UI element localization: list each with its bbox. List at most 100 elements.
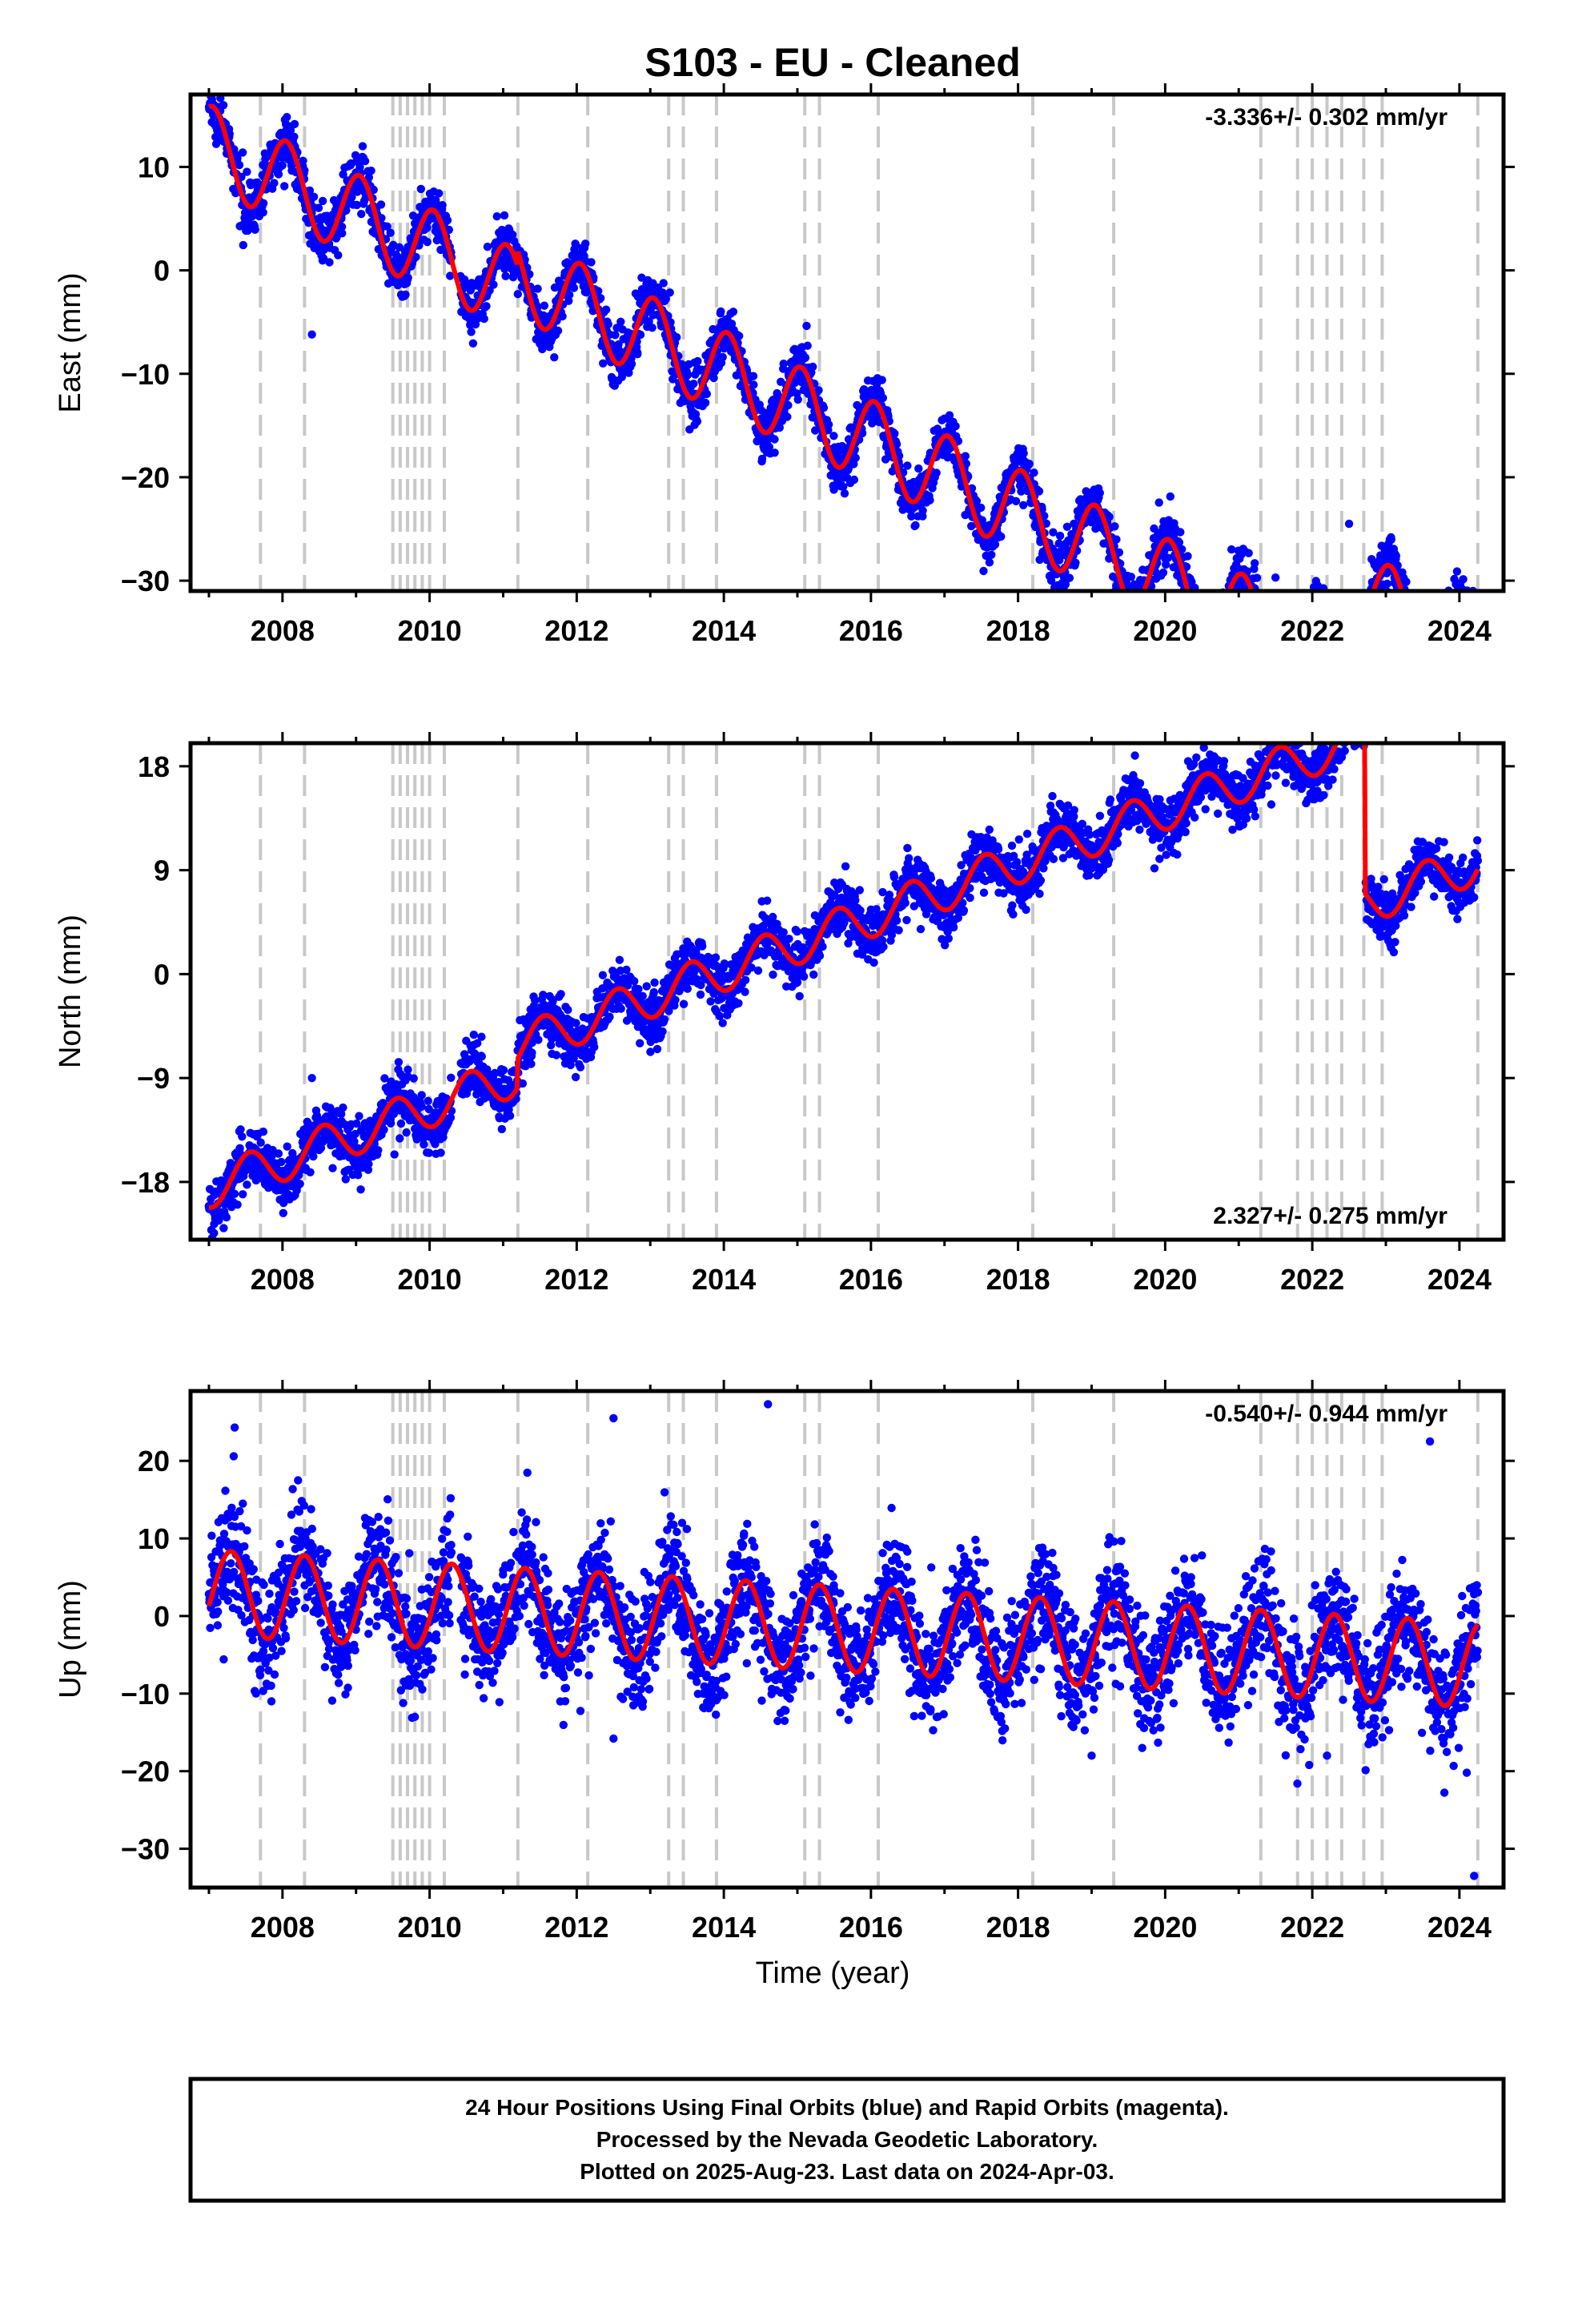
- position-point: [356, 1185, 365, 1194]
- position-point: [1335, 689, 1343, 697]
- position-point: [1468, 600, 1476, 608]
- position-point: [1416, 653, 1424, 661]
- position-point: [729, 308, 738, 316]
- position-point: [1272, 658, 1280, 666]
- position-point: [383, 222, 391, 231]
- position-point: [1223, 606, 1231, 614]
- position-point: [1305, 603, 1313, 611]
- position-point: [1336, 666, 1344, 674]
- position-point: [1371, 593, 1379, 601]
- position-point: [878, 393, 888, 403]
- position-point: [1273, 669, 1281, 677]
- figure-title: S103 - EU - Cleaned: [644, 40, 1021, 85]
- position-point: [1446, 601, 1454, 609]
- position-point: [660, 1015, 669, 1024]
- position-point: [1428, 654, 1436, 662]
- position-point: [1365, 614, 1373, 622]
- daily-positions: [204, 743, 1483, 1240]
- position-point: [1258, 622, 1266, 630]
- position-point: [652, 1044, 662, 1054]
- position-point: [1197, 637, 1205, 645]
- position-point: [552, 1051, 561, 1059]
- position-point: [1154, 498, 1163, 507]
- position-point: [401, 290, 410, 300]
- position-point: [671, 995, 680, 1004]
- position-point: [283, 113, 291, 122]
- position-point: [977, 503, 986, 513]
- position-point: [1425, 661, 1433, 669]
- position-point: [689, 380, 698, 388]
- position-point: [1209, 637, 1217, 645]
- position-point: [1279, 661, 1287, 669]
- position-point: [1414, 661, 1422, 669]
- position-point: [1447, 593, 1455, 601]
- position-point: [1112, 535, 1121, 544]
- position-point: [809, 362, 817, 372]
- position-point: [1252, 621, 1260, 629]
- position-point: [1323, 655, 1331, 663]
- position-point: [1447, 597, 1456, 605]
- position-point: [1215, 617, 1223, 625]
- position-point: [239, 240, 247, 250]
- position-point: [1347, 706, 1355, 714]
- position-point: [243, 167, 251, 176]
- position-point: [1365, 598, 1373, 606]
- position-point: [1202, 620, 1210, 628]
- position-point: [1241, 596, 1249, 604]
- position-point: [508, 230, 517, 239]
- position-point: [1065, 573, 1074, 582]
- position-point: [1223, 600, 1231, 608]
- position-point: [997, 532, 1006, 541]
- position-point: [1360, 696, 1368, 704]
- position-point: [1340, 714, 1348, 722]
- position-point: [1417, 629, 1425, 637]
- position-point: [236, 1125, 245, 1134]
- position-point: [1407, 601, 1415, 609]
- position-point: [615, 955, 624, 964]
- y-tick-label: −10: [121, 358, 170, 391]
- position-point: [1402, 577, 1411, 586]
- position-point: [1227, 597, 1235, 605]
- position-point: [505, 1112, 515, 1120]
- position-point: [395, 243, 404, 251]
- position-point: [1252, 607, 1260, 615]
- position-point: [1341, 700, 1349, 708]
- position-point: [1343, 677, 1351, 685]
- position-point: [1404, 607, 1412, 615]
- position-point: [309, 192, 319, 201]
- position-point: [259, 1128, 268, 1136]
- position-point: [525, 270, 534, 279]
- position-point: [1459, 575, 1468, 584]
- position-point: [1347, 714, 1355, 722]
- position-point: [803, 341, 812, 350]
- position-point: [857, 428, 867, 438]
- position-point: [1145, 593, 1153, 601]
- position-point: [1423, 653, 1431, 661]
- position-point: [1213, 653, 1221, 661]
- position-point: [1218, 617, 1226, 625]
- position-point: [1279, 659, 1287, 667]
- position-point: [1358, 725, 1366, 733]
- position-point: [1323, 655, 1331, 663]
- position-point: [251, 225, 259, 234]
- position-point: [1404, 595, 1412, 603]
- position-point: [1186, 601, 1194, 609]
- position-point: [483, 243, 492, 251]
- position-point: [1271, 672, 1279, 680]
- position-point: [1411, 674, 1419, 682]
- position-point: [1344, 669, 1352, 677]
- position-point: [1469, 597, 1477, 605]
- position-point: [1403, 598, 1411, 606]
- position-point: [1275, 658, 1283, 666]
- velocity-annotation: -3.336+/- 0.302 mm/yr: [1205, 104, 1447, 131]
- position-point: [1427, 656, 1435, 664]
- position-point: [1288, 648, 1296, 656]
- position-point: [238, 148, 247, 157]
- position-point: [352, 200, 361, 210]
- position-point: [1188, 596, 1196, 604]
- position-point: [1393, 561, 1402, 570]
- position-point: [351, 151, 360, 160]
- position-point: [417, 1091, 426, 1100]
- position-point: [1328, 650, 1336, 658]
- position-point: [1431, 647, 1439, 655]
